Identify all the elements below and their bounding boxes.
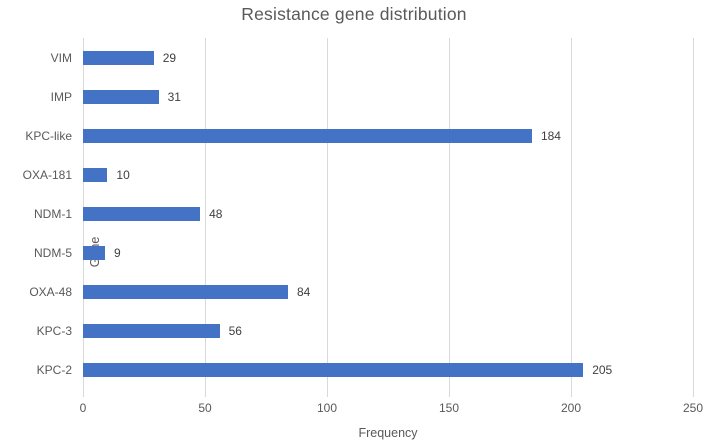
value-label-imp: 31 (167, 89, 181, 104)
value-label-kpc-like: 184 (540, 128, 561, 143)
bar-oxa-48 (83, 285, 288, 300)
value-label-kpc-3: 56 (228, 324, 242, 339)
gridline-x-150 (448, 38, 450, 397)
bar-kpc-2 (83, 363, 584, 378)
x-tick-label-100: 100 (316, 401, 338, 415)
x-tick-label-0: 0 (79, 401, 87, 415)
gridline-x-50 (204, 38, 206, 397)
x-tick-label-50: 50 (198, 401, 212, 415)
x-tick-label-200: 200 (560, 401, 582, 415)
bar-oxa-181 (83, 167, 108, 182)
bar-ndm-1 (83, 207, 201, 221)
x-tick-label-250: 250 (682, 401, 704, 415)
category-label-imp: IMP (50, 89, 72, 104)
gridline-x-200 (570, 38, 572, 397)
bar-vim (83, 50, 154, 65)
gridline-x-100 (326, 38, 328, 397)
category-label-kpc-3: KPC-3 (36, 324, 72, 339)
category-label-oxa-48: OXA-48 (29, 285, 72, 300)
value-label-oxa-48: 84 (296, 285, 311, 300)
x-tick-label-150: 150 (438, 401, 460, 415)
bar-kpc-like (83, 128, 532, 143)
value-label-ndm-1: 48 (209, 207, 223, 221)
category-label-kpc-2: KPC-2 (36, 363, 72, 378)
category-label-kpc-like: KPC-like (25, 128, 72, 143)
category-label-ndm-1: NDM-1 (34, 207, 72, 221)
value-label-vim: 29 (162, 50, 177, 65)
category-label-vim: VIM (50, 50, 72, 65)
gridline-x-250 (692, 38, 694, 397)
bar-kpc-3 (83, 324, 220, 339)
value-label-oxa-181: 10 (116, 167, 130, 182)
category-label-ndm-5: NDM-5 (34, 246, 72, 261)
category-label-oxa-181: OXA-181 (22, 167, 72, 182)
bar-ndm-5 (83, 246, 105, 261)
value-label-ndm-5: 9 (113, 246, 121, 261)
value-label-kpc-2: 205 (592, 363, 613, 378)
x-axis-title: Frequency (358, 426, 418, 440)
chart-title: Resistance gene distribution (241, 4, 467, 24)
bar-imp (83, 89, 159, 104)
